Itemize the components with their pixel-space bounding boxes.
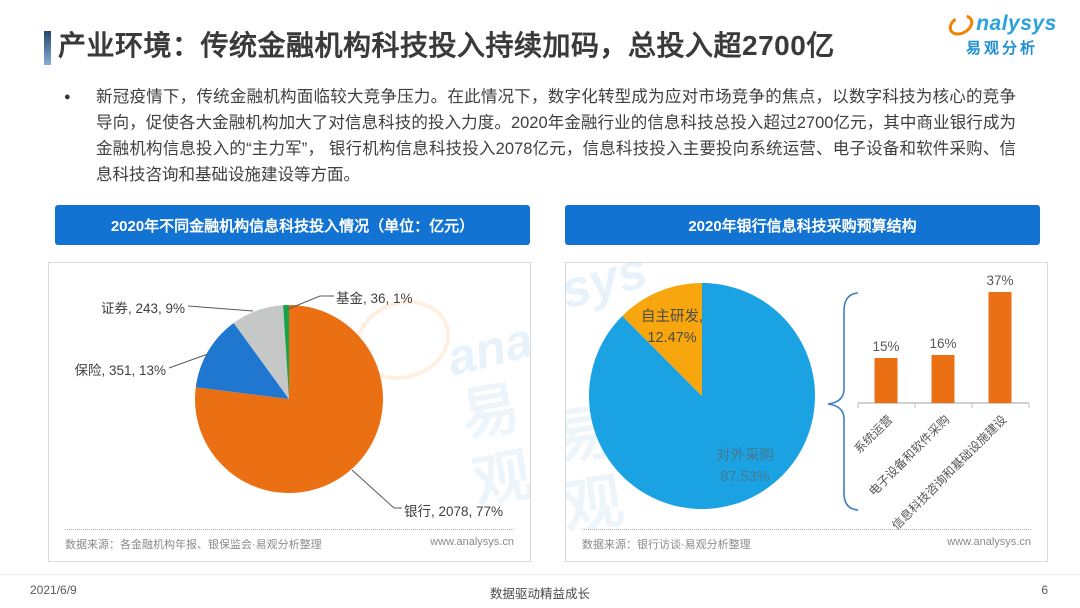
right-chart-panel: analysys 易观 自主研发, 12.47% 对外采购 87.53% 15%…	[565, 262, 1048, 562]
pie-callout-insurance: 保险, 351, 13%	[74, 363, 166, 378]
bullet-icon: ●	[64, 91, 71, 103]
bar-value-label: 37%	[986, 273, 1014, 288]
pie-slice-自主研发	[622, 283, 702, 396]
pie-label-inhouse-percent: 12.47%	[647, 330, 697, 346]
pie-chart-institution-investment	[168, 295, 402, 509]
logo-chinese-name: 易观分析	[965, 40, 1038, 57]
pie-label-inhouse-name: 自主研发,	[640, 309, 704, 325]
pie-callout-bank: 银行, 2078, 77%	[404, 504, 504, 519]
right-chart-header: 2020年银行信息科技采购预算结构	[565, 205, 1040, 245]
summary-paragraph: 新冠疫情下，传统金融机构面临较大竞争压力。在此情况下，数字化转型成为应对市场竞争…	[96, 88, 1016, 184]
page-number: 6	[1041, 583, 1048, 597]
pie-label-inhouse: 自主研发, 12.47%	[624, 307, 720, 349]
title-accent-bar	[44, 31, 51, 65]
logo-wordmark: nalysys	[976, 12, 1057, 35]
bar-value-label: 16%	[929, 336, 957, 351]
pie-label-outsource-name: 对外采购	[716, 448, 774, 464]
page-title: 产业环境：传统金融机构科技投入持续加码，总投入超2700亿	[58, 30, 835, 61]
callout-leader-line	[287, 295, 334, 310]
pie-label-outsource: 对外采购 87.53%	[697, 446, 793, 488]
bar-value-label: 15%	[872, 339, 900, 354]
pie-slice-保险	[195, 322, 289, 399]
callout-leader-line	[187, 305, 254, 312]
pie-callout-securities: 证券, 243, 9%	[100, 301, 185, 316]
pie-slice-证券	[233, 305, 289, 399]
left-chart-panel: analysys 易观 基金, 36, 1% 证券, 243, 9% 保险, 3…	[48, 262, 531, 562]
pie-callout-fund: 基金, 36, 1%	[336, 291, 413, 306]
bar-电子设备和软件采购	[931, 355, 955, 403]
footer-divider	[0, 574, 1080, 575]
pie-slice-基金	[283, 305, 289, 399]
data-source: 数据来源：各金融机构年报、银保监会·易观分析整理	[65, 539, 322, 551]
source-divider	[65, 529, 514, 530]
analysys-logo: nalysys 易观分析	[944, 12, 1060, 58]
analysys-swirl-icon	[948, 13, 974, 36]
data-source: 数据来源：银行访谈·易观分析整理	[582, 539, 751, 551]
callout-leader-line	[168, 353, 209, 369]
bar-信息科技咨询和基础设施建设	[988, 292, 1012, 403]
website-link[interactable]: www.analysys.cn	[947, 536, 1031, 548]
pie-label-outsource-percent: 87.53%	[720, 469, 770, 485]
bar-系统运营	[874, 358, 898, 403]
footer-slogan: 数据驱动精益成长	[489, 587, 590, 601]
pie-and-bar-chart-procurement	[589, 283, 1030, 511]
logo-wordmark-row: nalysys	[944, 12, 1060, 36]
callout-leader-line	[351, 469, 402, 509]
footer-date: 2021/6/9	[30, 583, 77, 597]
brace-icon	[827, 292, 859, 511]
source-divider	[582, 529, 1031, 530]
left-chart-header: 2020年不同金融机构信息科技投入情况（单位：亿元）	[55, 205, 530, 245]
website-link[interactable]: www.analysys.cn	[430, 536, 514, 548]
